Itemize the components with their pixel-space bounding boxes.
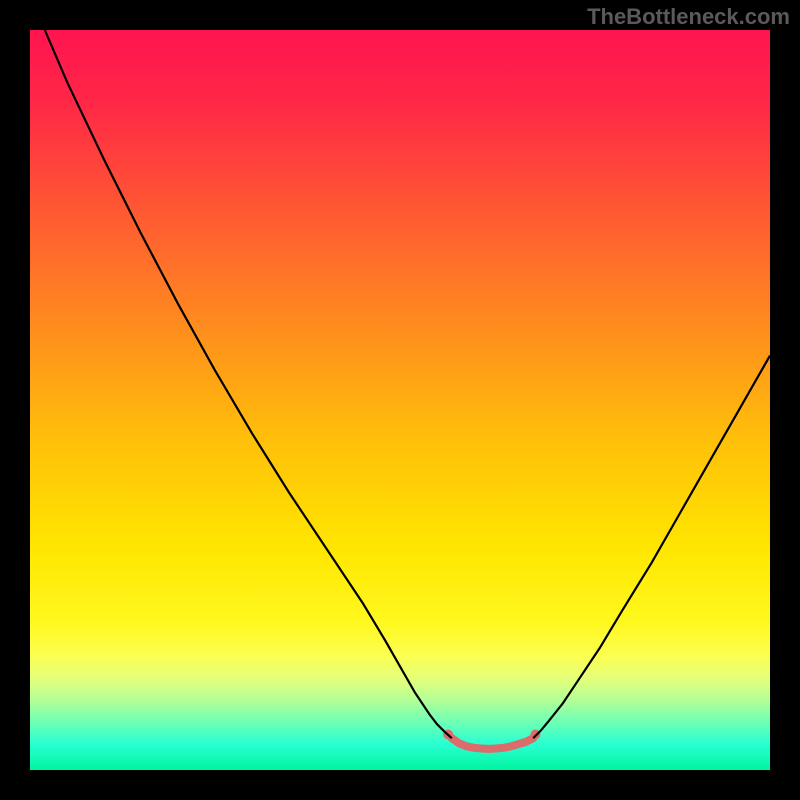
bottleneck-chart — [0, 0, 800, 800]
gradient-background — [30, 30, 770, 770]
chart-container: TheBottleneck.com — [0, 0, 800, 800]
watermark-text: TheBottleneck.com — [587, 4, 790, 30]
